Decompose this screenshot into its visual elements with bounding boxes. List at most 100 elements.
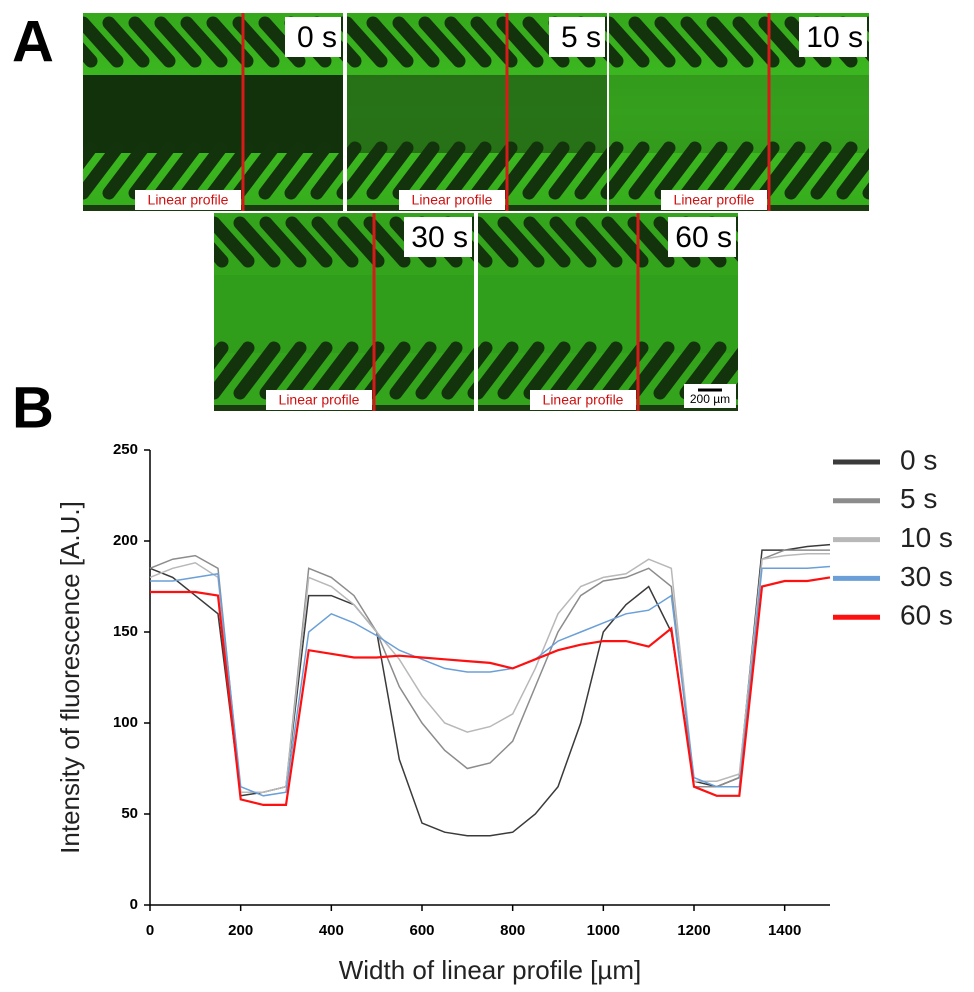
slot xyxy=(102,16,150,68)
scale-box xyxy=(684,384,736,408)
slot xyxy=(83,16,124,68)
legend-label: 5 s xyxy=(900,483,937,514)
slot xyxy=(470,16,518,68)
x-tick-label: 400 xyxy=(319,922,344,939)
time-box xyxy=(799,17,867,57)
legend-label: 30 s xyxy=(900,561,953,592)
slot xyxy=(478,242,493,268)
slot xyxy=(549,341,597,400)
slot xyxy=(628,141,676,200)
time-label: 0 s xyxy=(297,21,337,54)
slot xyxy=(259,216,307,268)
slot xyxy=(214,242,229,268)
slot xyxy=(732,16,780,68)
profile-box xyxy=(530,390,636,410)
slot xyxy=(206,141,254,200)
series-line xyxy=(149,549,830,793)
slot xyxy=(347,16,388,68)
micro-image xyxy=(347,13,607,211)
slot xyxy=(497,216,545,268)
slot xyxy=(418,141,466,200)
slot xyxy=(347,42,362,68)
time-box xyxy=(668,217,736,257)
slot xyxy=(627,341,675,400)
slot xyxy=(310,147,343,200)
x-tick-label: 200 xyxy=(228,922,253,939)
slot xyxy=(609,141,624,170)
slot xyxy=(758,16,806,68)
slot xyxy=(601,216,649,268)
scale-label: 200 µm xyxy=(690,392,730,406)
y-tick-label: 150 xyxy=(113,623,138,640)
x-tick-label: 800 xyxy=(500,922,525,939)
slot xyxy=(83,42,98,68)
slot xyxy=(609,16,650,68)
slot xyxy=(654,16,702,68)
slot xyxy=(478,341,493,370)
slot xyxy=(731,216,738,233)
slot xyxy=(523,216,571,268)
time-box xyxy=(285,17,341,57)
slot xyxy=(233,341,281,400)
slot xyxy=(154,141,202,200)
slot xyxy=(444,141,492,200)
slot xyxy=(366,141,414,200)
channel xyxy=(609,75,869,153)
slot xyxy=(206,16,254,68)
slot xyxy=(363,216,411,268)
slot xyxy=(478,341,519,400)
profile-label: Linear profile xyxy=(148,192,229,208)
slot xyxy=(389,341,437,400)
slot xyxy=(154,16,202,68)
series-line xyxy=(149,552,830,793)
time-label: 30 s xyxy=(411,221,468,254)
slot xyxy=(601,341,649,400)
time-label: 60 s xyxy=(675,221,732,254)
slot xyxy=(180,141,228,200)
y-tick-label: 50 xyxy=(121,805,138,822)
slot xyxy=(496,16,544,68)
channel xyxy=(478,275,738,353)
y-tick-label: 200 xyxy=(113,532,138,549)
time-box xyxy=(404,217,472,257)
slot xyxy=(259,341,307,400)
slot xyxy=(706,141,754,200)
x-tick-label: 1400 xyxy=(768,922,801,939)
slot xyxy=(363,341,411,400)
x-tick-label: 0 xyxy=(146,922,154,939)
slot xyxy=(347,141,388,200)
slot xyxy=(418,16,466,68)
slot xyxy=(627,216,675,268)
slot xyxy=(523,341,571,400)
profile-box xyxy=(135,190,241,210)
micro-image xyxy=(478,213,738,411)
time-label: 5 s xyxy=(561,21,601,54)
slot xyxy=(347,141,362,170)
slot xyxy=(366,16,414,68)
slot xyxy=(478,216,519,268)
y-axis-title: Intensity of fluorescence [A.U.] xyxy=(55,501,85,854)
slot xyxy=(784,141,832,200)
slot xyxy=(836,147,869,200)
slot xyxy=(496,141,544,200)
slot xyxy=(214,216,255,268)
slot xyxy=(83,141,124,200)
profile-box xyxy=(661,190,767,210)
profile-label: Linear profile xyxy=(543,392,624,408)
y-tick-label: 250 xyxy=(113,441,138,458)
panel-letter: A xyxy=(12,9,54,74)
slot xyxy=(233,216,281,268)
legend-label: 10 s xyxy=(900,522,953,553)
slot xyxy=(731,382,738,400)
series-line xyxy=(150,565,831,797)
slot xyxy=(180,16,228,68)
profile-label: Linear profile xyxy=(412,192,493,208)
slot xyxy=(862,16,869,33)
slot xyxy=(680,141,728,200)
x-tick-label: 600 xyxy=(409,922,434,939)
channel xyxy=(83,75,343,153)
slot xyxy=(497,341,545,400)
slot xyxy=(83,141,98,170)
slot xyxy=(575,341,623,400)
time-box xyxy=(549,17,605,57)
